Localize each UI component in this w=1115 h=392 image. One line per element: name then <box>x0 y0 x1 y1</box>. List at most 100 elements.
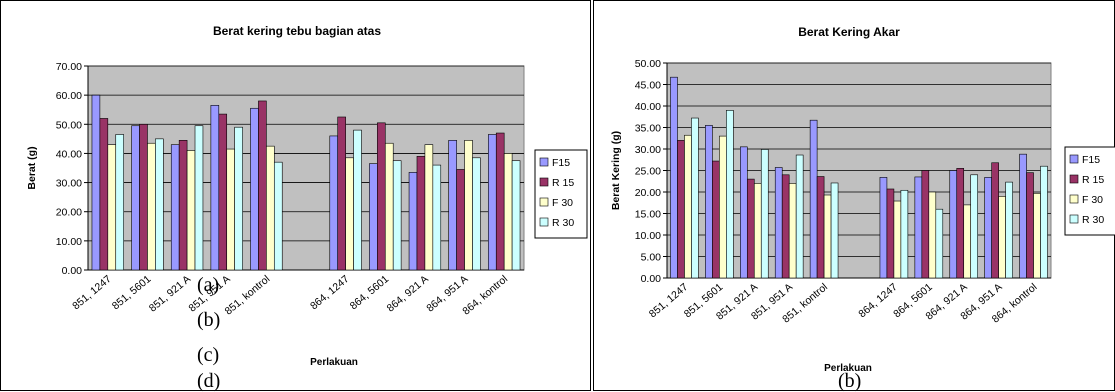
bar-r15 <box>258 100 267 271</box>
bar-f15 <box>705 125 713 279</box>
bar-r30 <box>392 160 402 271</box>
y-tick-label: 60.00 <box>56 90 82 102</box>
bar-f30 <box>147 142 156 271</box>
caption-b-right: (b) <box>838 370 862 392</box>
legend-swatch <box>539 177 549 187</box>
bar-f30 <box>464 140 473 271</box>
y-tick-label: 20.00 <box>56 207 82 219</box>
bar-f15 <box>448 140 457 271</box>
bar-f30 <box>928 191 937 279</box>
legend-label: F15 <box>552 157 570 169</box>
bar-f15 <box>1019 153 1027 279</box>
bar-f30 <box>226 148 235 271</box>
bar-r30 <box>194 125 204 271</box>
caption-b: (b) <box>197 309 221 331</box>
y-tick-label: 70.00 <box>56 61 82 73</box>
bar-r15 <box>816 176 825 279</box>
legend-label: R 15 <box>1082 174 1104 186</box>
bar-f30 <box>719 135 727 279</box>
y-tick-label: 30.00 <box>56 178 82 190</box>
y-axis-label: Berat (g) <box>26 146 38 189</box>
bar-f15 <box>670 76 678 279</box>
bar-r30 <box>1005 181 1013 279</box>
y-tick-label: 20.00 <box>635 187 661 199</box>
legend-swatch <box>1069 194 1079 204</box>
x-tick-label: 864, 921 A <box>385 273 431 314</box>
bar-r15 <box>991 162 999 279</box>
legend-label: R 30 <box>552 217 574 229</box>
bar-r30 <box>935 208 944 279</box>
y-tick-label: 50.00 <box>635 58 661 70</box>
bar-r30 <box>970 174 978 279</box>
bar-r15 <box>139 123 148 271</box>
y-tick-label: 0.00 <box>62 265 83 277</box>
y-tick-label: 50.00 <box>56 119 82 131</box>
bar-f15 <box>131 125 140 271</box>
bar-r30 <box>511 160 521 271</box>
legend-label: F15 <box>1082 154 1100 166</box>
legend-label: F 30 <box>1082 194 1103 206</box>
legend-label: R 30 <box>1082 214 1104 226</box>
bar-f30 <box>788 183 797 279</box>
y-tick-label: 0.00 <box>641 273 662 285</box>
y-tick-label: 25.00 <box>635 166 661 178</box>
bar-r15 <box>218 113 228 271</box>
legend-swatch <box>539 197 549 207</box>
bar-f30 <box>424 144 434 271</box>
bar-f30 <box>823 194 832 279</box>
chart-title: Berat kering tebu bagian atas <box>213 24 381 38</box>
bar-f30 <box>266 145 275 271</box>
x-axis-label: Perlakuan <box>824 363 872 374</box>
legend-label: F 30 <box>552 197 573 209</box>
y-axis-label: Berat Kering (g) <box>610 131 622 210</box>
bar-r30 <box>900 189 909 279</box>
chart-panel-upper-dry-weight: Berat kering tebu bagian atas 0.00 10.00 20… <box>0 0 591 391</box>
y-tick-label: 45.00 <box>635 80 661 92</box>
bar-r15 <box>781 174 790 279</box>
bar-r30 <box>432 164 442 271</box>
y-tick-label: 5.00 <box>641 252 662 264</box>
bar-f15 <box>91 94 101 271</box>
bar-r30 <box>830 182 839 279</box>
bar-f15 <box>329 135 339 271</box>
x-tick-label: 864, 1247 <box>308 273 352 312</box>
bar-f15 <box>210 105 220 271</box>
bar-r15 <box>377 122 386 271</box>
bar-f30 <box>753 183 762 279</box>
bar-r15 <box>495 132 505 271</box>
bar-f15 <box>408 172 418 271</box>
y-tick-label: 10.00 <box>56 236 82 248</box>
y-tick-label: 40.00 <box>635 101 661 113</box>
bar-f30 <box>963 204 972 279</box>
bar-r15 <box>337 116 346 271</box>
legend-swatch <box>1069 214 1079 224</box>
y-tick-label: 40.00 <box>56 148 82 160</box>
bar-f15 <box>809 119 818 279</box>
legend-swatch <box>1069 174 1079 184</box>
x-axis-label: Perlakuan <box>310 357 358 368</box>
y-tick-label: 30.00 <box>635 144 661 156</box>
bar-r15 <box>746 178 755 279</box>
bar-f15 <box>879 177 888 279</box>
bar-r30 <box>115 134 124 271</box>
y-tick-label: 15.00 <box>635 209 661 221</box>
bar-f15 <box>984 177 992 279</box>
chart-title: Berat Kering Akar <box>798 25 900 39</box>
legend-swatch <box>539 157 549 167</box>
bar-r15 <box>712 160 720 279</box>
bar-r15 <box>99 118 109 271</box>
bar-f30 <box>684 134 692 279</box>
bar-r30 <box>691 117 699 279</box>
bar-f15 <box>774 167 783 279</box>
caption-c: (c) <box>197 344 220 366</box>
x-tick-label: 851, 1247 <box>70 273 114 312</box>
bar-r15 <box>1026 172 1034 279</box>
bar-f30 <box>345 157 354 271</box>
bar-r15 <box>416 156 426 271</box>
chart-root-dry-weight: Berat Kering Akar 0.00 5.00 10.00 15.00 20.00… <box>610 25 1115 374</box>
bar-f15 <box>170 144 180 271</box>
bar-r15 <box>956 168 965 279</box>
bar-r15 <box>677 140 685 279</box>
caption-d: (d) <box>197 370 221 392</box>
bar-r30 <box>472 157 481 271</box>
